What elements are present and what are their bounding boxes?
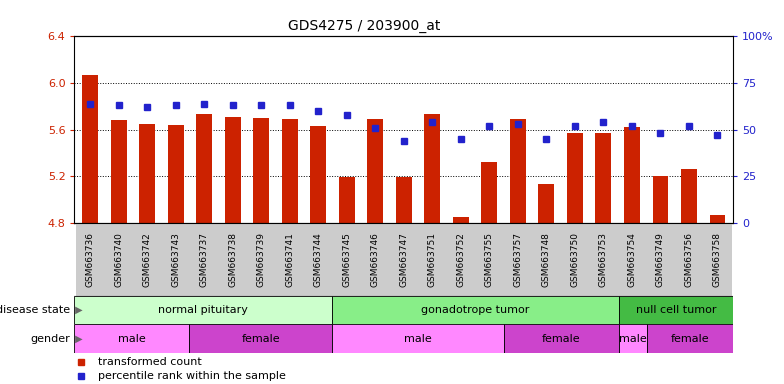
Bar bbox=[567, 133, 583, 223]
Text: ▶: ▶ bbox=[72, 334, 83, 344]
Bar bbox=[282, 119, 298, 223]
Text: GSM663756: GSM663756 bbox=[684, 232, 693, 287]
Text: GSM663740: GSM663740 bbox=[114, 232, 123, 286]
Bar bbox=[481, 162, 497, 223]
Bar bbox=[681, 169, 697, 223]
Text: percentile rank within the sample: percentile rank within the sample bbox=[97, 371, 285, 381]
Text: GSM663739: GSM663739 bbox=[256, 232, 266, 287]
Bar bbox=[418, 223, 447, 296]
Bar bbox=[82, 75, 98, 223]
Bar bbox=[503, 223, 532, 296]
Bar bbox=[140, 124, 155, 223]
Bar bbox=[532, 223, 561, 296]
Text: GSM663752: GSM663752 bbox=[456, 232, 465, 286]
Text: transformed count: transformed count bbox=[97, 357, 201, 367]
Bar bbox=[647, 324, 733, 353]
Bar bbox=[561, 223, 589, 296]
Text: GSM663742: GSM663742 bbox=[143, 232, 151, 286]
Bar bbox=[619, 324, 647, 353]
Bar bbox=[361, 223, 390, 296]
Bar bbox=[453, 217, 469, 223]
Bar bbox=[652, 176, 668, 223]
Bar bbox=[190, 223, 219, 296]
Bar bbox=[332, 296, 619, 324]
Bar bbox=[618, 223, 646, 296]
Bar bbox=[339, 177, 354, 223]
Bar bbox=[332, 223, 361, 296]
Bar bbox=[196, 114, 212, 223]
Text: GSM663753: GSM663753 bbox=[599, 232, 608, 287]
Text: GSM663741: GSM663741 bbox=[285, 232, 294, 286]
Text: gonadotrope tumor: gonadotrope tumor bbox=[421, 305, 529, 315]
Text: GSM663745: GSM663745 bbox=[343, 232, 351, 286]
Text: ▶: ▶ bbox=[72, 305, 83, 315]
Bar bbox=[589, 223, 618, 296]
Text: GSM663736: GSM663736 bbox=[85, 232, 95, 287]
Bar bbox=[225, 117, 241, 223]
Bar bbox=[596, 133, 612, 223]
Bar bbox=[390, 223, 418, 296]
Text: GDS4275 / 203900_at: GDS4275 / 203900_at bbox=[289, 19, 441, 33]
Text: GSM663749: GSM663749 bbox=[656, 232, 665, 286]
Text: female: female bbox=[542, 334, 581, 344]
Bar bbox=[275, 223, 304, 296]
Text: GSM663755: GSM663755 bbox=[485, 232, 494, 287]
Bar bbox=[624, 127, 640, 223]
Text: GSM663757: GSM663757 bbox=[514, 232, 522, 287]
Bar bbox=[619, 296, 733, 324]
Text: GSM663737: GSM663737 bbox=[200, 232, 209, 287]
Bar bbox=[168, 125, 183, 223]
Bar bbox=[674, 223, 703, 296]
Bar bbox=[253, 118, 269, 223]
Text: male: male bbox=[118, 334, 146, 344]
Text: GSM663746: GSM663746 bbox=[371, 232, 379, 286]
Bar bbox=[475, 223, 503, 296]
Bar bbox=[424, 114, 440, 223]
Bar bbox=[310, 126, 326, 223]
Bar bbox=[710, 215, 725, 223]
Bar bbox=[332, 324, 504, 353]
Bar bbox=[76, 223, 104, 296]
Text: female: female bbox=[671, 334, 710, 344]
Bar bbox=[368, 119, 383, 223]
Bar bbox=[703, 223, 731, 296]
Text: normal pituitary: normal pituitary bbox=[158, 305, 249, 315]
Text: gender: gender bbox=[31, 334, 71, 344]
Bar bbox=[247, 223, 275, 296]
Text: GSM663743: GSM663743 bbox=[171, 232, 180, 286]
Text: null cell tumor: null cell tumor bbox=[636, 305, 716, 315]
Bar bbox=[104, 223, 133, 296]
Bar bbox=[447, 223, 475, 296]
Bar bbox=[74, 296, 332, 324]
Text: GSM663751: GSM663751 bbox=[428, 232, 437, 287]
Bar bbox=[396, 177, 412, 223]
Text: GSM663758: GSM663758 bbox=[713, 232, 722, 287]
Text: female: female bbox=[241, 334, 280, 344]
Bar bbox=[111, 120, 126, 223]
Text: male: male bbox=[405, 334, 432, 344]
Bar bbox=[510, 119, 525, 223]
Bar bbox=[304, 223, 332, 296]
Bar bbox=[162, 223, 190, 296]
Text: GSM663748: GSM663748 bbox=[542, 232, 551, 286]
Text: male: male bbox=[619, 334, 647, 344]
Text: disease state: disease state bbox=[0, 305, 71, 315]
Bar bbox=[646, 223, 674, 296]
Text: GSM663750: GSM663750 bbox=[570, 232, 579, 287]
Text: GSM663747: GSM663747 bbox=[399, 232, 408, 286]
Text: GSM663738: GSM663738 bbox=[228, 232, 238, 287]
Bar bbox=[189, 324, 332, 353]
Text: GSM663744: GSM663744 bbox=[314, 232, 323, 286]
Bar bbox=[539, 184, 554, 223]
Bar bbox=[219, 223, 247, 296]
Bar bbox=[133, 223, 162, 296]
Bar bbox=[504, 324, 619, 353]
Bar bbox=[74, 324, 189, 353]
Text: GSM663754: GSM663754 bbox=[627, 232, 637, 286]
